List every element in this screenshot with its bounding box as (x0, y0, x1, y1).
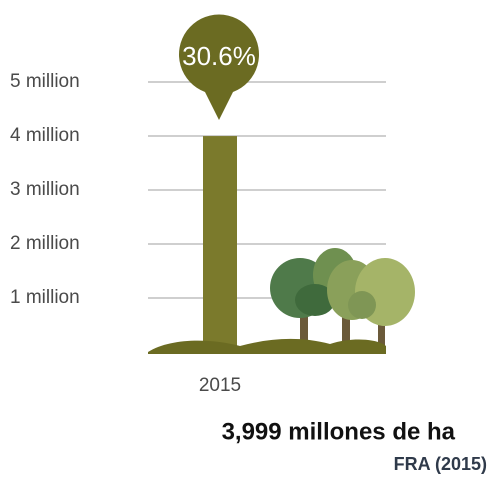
y-tick-label: 5 million (10, 71, 80, 92)
bubble-label: 30.6% (182, 41, 256, 71)
y-tick-label: 3 million (10, 179, 80, 200)
ground (148, 338, 386, 354)
y-tick-label: 2 million (10, 233, 80, 254)
bubble (179, 14, 260, 120)
y-tick-label: 4 million (10, 125, 80, 146)
source: FRA (2015) (394, 454, 487, 474)
trees (270, 248, 415, 350)
bar (203, 136, 237, 352)
x-tick-label: 2015 (199, 375, 241, 396)
y-tick-label: 1 million (10, 287, 80, 308)
annotation: 3,999 millones de ha (222, 418, 456, 445)
